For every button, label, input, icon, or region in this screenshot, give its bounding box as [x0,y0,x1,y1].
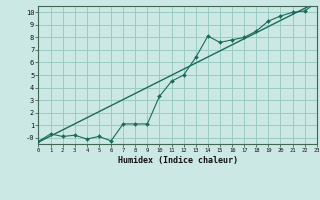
X-axis label: Humidex (Indice chaleur): Humidex (Indice chaleur) [118,156,238,165]
